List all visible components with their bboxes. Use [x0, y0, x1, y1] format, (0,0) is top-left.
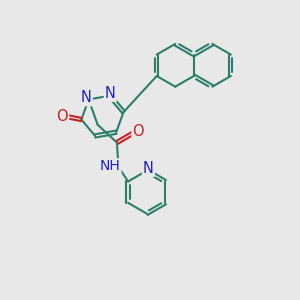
Text: NH: NH: [100, 159, 121, 173]
Text: O: O: [133, 124, 144, 139]
Text: N: N: [143, 161, 154, 176]
Text: N: N: [105, 86, 116, 101]
Text: N: N: [81, 90, 92, 105]
Text: O: O: [57, 109, 68, 124]
